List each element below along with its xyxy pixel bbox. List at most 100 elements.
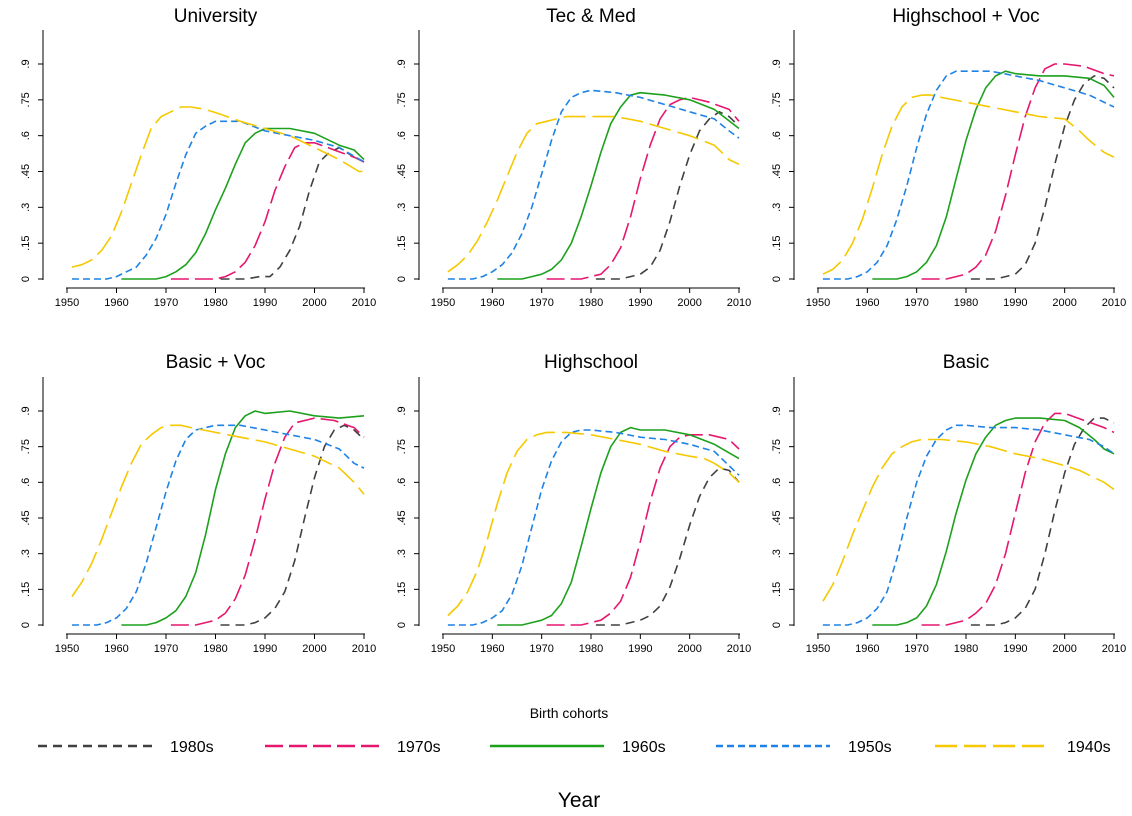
x-tick-label: 1980 xyxy=(954,297,978,309)
y-tick-label: .6 xyxy=(20,131,32,140)
y-tick-label: .75 xyxy=(396,439,408,454)
y-tick-label: .45 xyxy=(396,164,408,179)
y-tick-label: .15 xyxy=(771,236,783,251)
x-tick-label: 1950 xyxy=(55,643,79,655)
y-tick-label: .75 xyxy=(20,439,32,454)
y-tick-label: .45 xyxy=(771,164,783,179)
legend-label: 1960s xyxy=(622,739,666,756)
panel-2: Tec & Med 0 .15 .3 .45 .6 .75 .9 1950 1960 1970 198… xyxy=(396,6,751,309)
y-tick-label: .6 xyxy=(771,478,783,487)
series-line-1960s xyxy=(497,91,740,280)
x-tick-label: 1950 xyxy=(806,297,830,309)
x-tick-label: 1960 xyxy=(104,297,128,309)
y-tick-label: .3 xyxy=(771,203,783,212)
series-line-1950s xyxy=(72,120,365,280)
x-tick-label: 1960 xyxy=(104,643,128,655)
series-line-1980s xyxy=(220,146,365,280)
y-tick-label: 0 xyxy=(396,622,408,628)
legend-label: 1940s xyxy=(1067,739,1111,756)
panel-6: Basic 0 .15 .3 .45 .6 .75 .9 1950 1960 1970 1980 199… xyxy=(771,352,1126,655)
series-line-1940s xyxy=(822,438,1115,602)
y-tick-label: .15 xyxy=(396,236,408,251)
legend-title: Birth cohorts xyxy=(530,705,609,721)
y-tick-label: .3 xyxy=(396,549,408,558)
x-axis-title: Year xyxy=(558,789,600,812)
y-tick-label: .75 xyxy=(771,439,783,454)
series-line-1960s xyxy=(497,426,740,626)
x-tick-label: 2000 xyxy=(1052,297,1076,309)
panel-title: Highschool xyxy=(544,352,638,373)
series-line-1940s xyxy=(71,106,364,268)
panel-4: Basic + Voc 0 .15 .3 .45 .6 .75 .9 1950 1960 1970 1… xyxy=(20,352,376,655)
panel-title: University xyxy=(174,6,258,27)
series-line-1950s xyxy=(72,424,365,626)
y-tick-label: .3 xyxy=(396,203,408,212)
series-line-1970s xyxy=(546,96,740,280)
x-tick-label: 1990 xyxy=(1003,297,1027,309)
legend-item-1980s: 1980s xyxy=(38,739,214,756)
series-line-1970s xyxy=(921,412,1115,626)
x-tick-label: 2010 xyxy=(727,297,751,309)
series-line-1960s xyxy=(872,417,1115,626)
x-tick-label: 1990 xyxy=(628,297,652,309)
x-tick-label: 2000 xyxy=(1052,643,1076,655)
x-tick-label: 1990 xyxy=(253,297,277,309)
x-tick-label: 1990 xyxy=(628,643,652,655)
y-tick-label: .45 xyxy=(20,510,32,525)
panel-title: Tec & Med xyxy=(546,6,636,27)
legend-item-1960s: 1960s xyxy=(490,739,666,756)
y-tick-label: .45 xyxy=(396,510,408,525)
series-line-1970s xyxy=(921,63,1115,280)
x-tick-label: 1990 xyxy=(1003,643,1027,655)
legend-item-1950s: 1950s xyxy=(716,739,892,756)
y-tick-label: .75 xyxy=(396,92,408,107)
panel-title: Highschool + Voc xyxy=(892,6,1039,27)
legend-label: 1950s xyxy=(848,739,892,756)
x-tick-label: 1950 xyxy=(55,297,79,309)
series-line-1960s xyxy=(121,410,365,626)
x-tick-label: 2010 xyxy=(352,297,376,309)
x-tick-label: 1970 xyxy=(904,643,928,655)
y-tick-label: .9 xyxy=(396,59,408,68)
y-tick-label: .15 xyxy=(396,582,408,597)
y-tick-label: .45 xyxy=(771,510,783,525)
series-line-1940s xyxy=(447,115,740,273)
x-tick-label: 1960 xyxy=(855,297,879,309)
series-line-1970s xyxy=(546,433,740,626)
y-tick-label: .75 xyxy=(771,92,783,107)
x-tick-label: 1970 xyxy=(154,297,178,309)
series-line-1980s xyxy=(970,417,1115,626)
x-tick-label: 1960 xyxy=(855,643,879,655)
series-line-1940s xyxy=(71,424,365,597)
panel-5: Highschool 0 .15 .3 .45 .6 .75 .9 1950 1960 1970 19… xyxy=(396,352,751,655)
x-tick-label: 1970 xyxy=(154,643,178,655)
panel-3: Highschool + Voc 0 .15 .3 .45 .6 .75 .9 1950 1960… xyxy=(771,6,1126,309)
series-line-1940s xyxy=(447,431,740,617)
x-tick-label: 1980 xyxy=(954,643,978,655)
y-tick-label: .6 xyxy=(396,131,408,140)
panel-1: University 0 .15 .3 .45 .6 .75 .9 1950 1960 1970 19… xyxy=(20,6,376,309)
panel-grid: University 0 .15 .3 .45 .6 .75 .9 1950 1960 1970 19… xyxy=(20,6,1126,655)
y-tick-label: .3 xyxy=(20,549,32,558)
x-tick-label: 1960 xyxy=(480,643,504,655)
y-tick-label: .3 xyxy=(771,549,783,558)
x-tick-label: 1950 xyxy=(431,643,455,655)
series-line-1950s xyxy=(447,429,740,626)
series-line-1950s xyxy=(447,89,740,280)
legend-item-1970s: 1970s xyxy=(265,739,441,756)
y-tick-label: .45 xyxy=(20,164,32,179)
x-tick-label: 2000 xyxy=(302,297,326,309)
y-tick-label: 0 xyxy=(20,622,32,628)
y-tick-label: .6 xyxy=(771,131,783,140)
y-tick-label: .9 xyxy=(20,406,32,415)
y-tick-label: .3 xyxy=(20,203,32,212)
series-line-1950s xyxy=(822,424,1115,626)
y-tick-label: .6 xyxy=(396,478,408,487)
x-tick-label: 1980 xyxy=(579,297,603,309)
x-tick-label: 2010 xyxy=(1102,297,1126,309)
x-tick-label: 1970 xyxy=(529,297,553,309)
series-line-1980s xyxy=(220,424,365,626)
y-tick-label: .9 xyxy=(396,406,408,415)
y-tick-label: 0 xyxy=(771,276,783,282)
